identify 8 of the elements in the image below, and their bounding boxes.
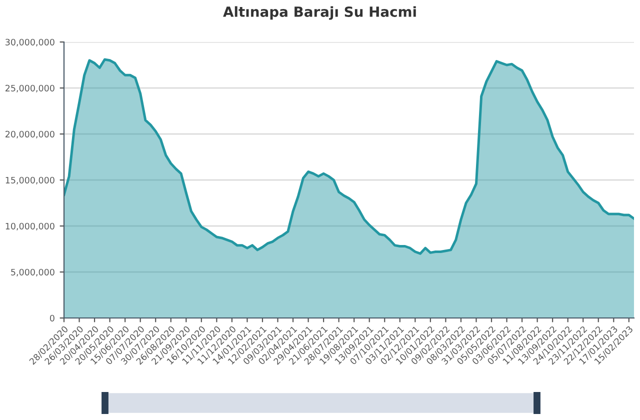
y-tick-label: 20,000,000 [6,130,54,138]
y-tick-label: 5,000,000 [11,268,54,276]
chart-title: Altınapa Barajı Su Hacmi [223,6,416,20]
y-tick-label: 25,000,000 [6,84,54,92]
y-tick-label: 15,000,000 [6,176,54,184]
y-tick-label: 30,000,000 [6,38,54,46]
y-tick-label: 0 [50,314,54,322]
y-tick-label: 10,000,000 [6,222,54,230]
